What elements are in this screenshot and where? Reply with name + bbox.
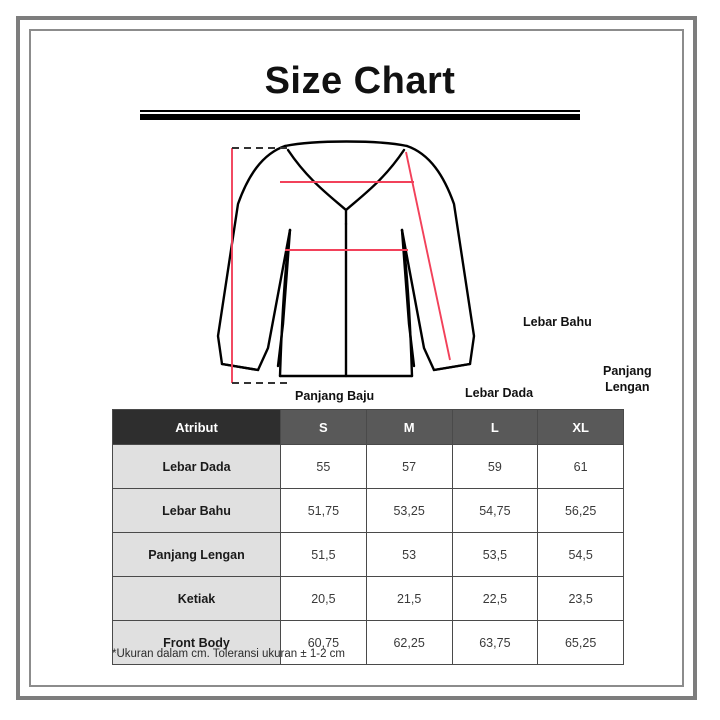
cell-value-m: 53,25 [365,488,453,533]
row-attribute-label: Lebar Bahu [112,488,281,533]
diagram-label-panjang-baju: Panjang Baju [295,389,375,403]
panjang-lengan-measure-line [405,151,451,361]
row-attribute-label: Front Body [112,620,281,665]
column-header-l: L [451,409,539,445]
title-divider-thick-rule [140,114,580,120]
row-attribute-label: Lebar Dada [112,444,281,489]
cell-value-s: 55 [280,444,367,489]
diagram-label-panjang-lengan-line1: Panjang [603,364,652,378]
title-divider [140,110,580,120]
column-header-m: M [365,409,453,445]
cell-value-l: 59 [451,444,539,489]
cell-value-l: 63,75 [451,620,539,665]
cell-value-m: 62,25 [365,620,453,665]
row-attribute-label: Ketiak [112,576,281,621]
size-table-header: Atribut S M L XL [112,409,624,445]
measurement-footnote: *Ukuran dalam cm. Toleransi ukuran ± 1-2… [112,648,345,660]
table-header-row: Atribut S M L XL [112,409,624,445]
diagram-label-lebar-dada: Lebar Dada [465,386,534,400]
cell-value-s: 51,75 [280,488,367,533]
table-row: Lebar Dada 55 57 59 61 [112,444,624,489]
measurement-lines [231,148,451,383]
title-divider-thin-rule [140,110,580,112]
garment-illustration-svg [216,140,476,384]
garment-outline-icon [216,140,476,378]
cell-value-m: 57 [365,444,453,489]
cell-value-xl: 61 [537,444,624,489]
cell-value-m: 53 [365,532,453,577]
table-row: Lebar Bahu 51,75 53,25 54,75 56,25 [112,488,624,533]
cell-value-l: 22,5 [451,576,539,621]
cell-value-s: 20,5 [280,576,367,621]
diagram-label-lebar-bahu: Lebar Bahu [523,315,592,329]
diagram-label-panjang-lengan-line2: Lengan [605,379,650,394]
table-row: Ketiak 20,5 21,5 22,5 23,5 [112,576,624,621]
cell-value-xl: 54,5 [537,532,624,577]
garment-diagram: Panjang Baju Lebar Dada Lebar Bahu Panja… [140,138,652,403]
page-title: Size Chart [264,60,456,102]
table-row: Front Body 60,75 62,25 63,75 65,25 [112,620,624,665]
size-table: Atribut S M L XL Lebar Dada 55 57 59 61 … [112,409,624,665]
cell-value-xl: 23,5 [537,576,624,621]
size-table-body: Lebar Dada 55 57 59 61 Lebar Bahu 51,75 … [112,444,624,665]
cell-value-xl: 56,25 [537,488,624,533]
row-attribute-label: Panjang Lengan [112,532,281,577]
cell-value-m: 21,5 [365,576,453,621]
diagram-label-panjang-lengan: Panjang Lengan [603,364,652,395]
table-row: Panjang Lengan 51,5 53 53,5 54,5 [112,532,624,577]
cell-value-l: 53,5 [451,532,539,577]
column-header-s: S [280,409,367,445]
cell-value-s: 60,75 [280,620,367,665]
cell-value-s: 51,5 [280,532,367,577]
cell-value-xl: 65,25 [537,620,624,665]
extension-lines [232,147,292,384]
column-header-xl: XL [537,409,624,445]
column-header-attribute: Atribut [112,409,281,445]
cell-value-l: 54,75 [451,488,539,533]
